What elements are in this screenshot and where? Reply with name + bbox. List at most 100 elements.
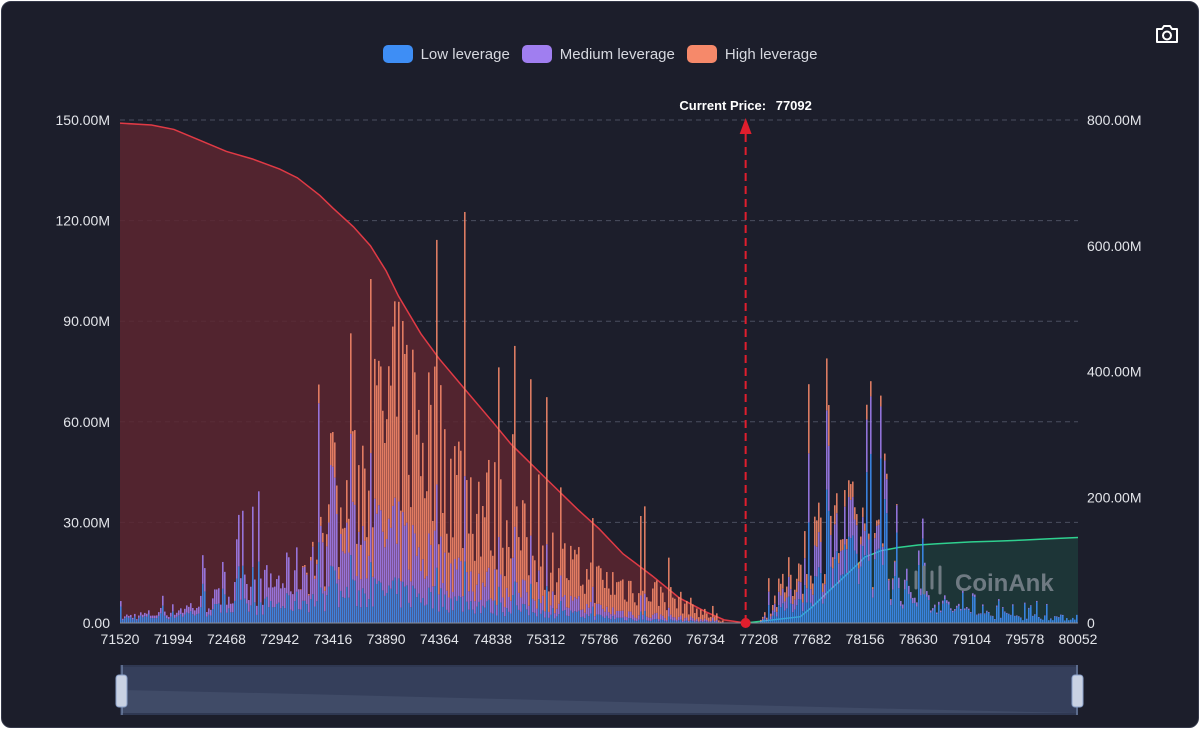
bar-high bbox=[628, 580, 630, 612]
bar-medium bbox=[778, 591, 780, 606]
bar-medium bbox=[696, 619, 698, 622]
bar-medium bbox=[920, 588, 922, 596]
bar-medium bbox=[664, 618, 666, 621]
legend-item-low[interactable]: Low leverage bbox=[382, 45, 510, 63]
bar-medium bbox=[828, 445, 830, 511]
bar-low bbox=[426, 604, 428, 623]
bar-low bbox=[940, 612, 942, 623]
bar-low bbox=[970, 613, 972, 623]
bar-medium bbox=[764, 615, 766, 619]
zoom-slider[interactable] bbox=[115, 665, 1084, 715]
save-image-button[interactable] bbox=[1154, 22, 1180, 46]
bar-low bbox=[316, 601, 318, 623]
bar-high bbox=[510, 558, 512, 601]
zoom-handle-left[interactable] bbox=[115, 665, 128, 715]
bar-high bbox=[720, 621, 722, 623]
bar-medium bbox=[464, 476, 466, 562]
x-tick-label: 79578 bbox=[1005, 631, 1044, 647]
bar-high bbox=[866, 404, 868, 420]
legend-item-high[interactable]: High leverage bbox=[686, 45, 817, 63]
bar-medium bbox=[1046, 603, 1048, 605]
bar-low bbox=[772, 615, 774, 623]
bar-medium bbox=[468, 591, 470, 610]
bar-high bbox=[612, 572, 614, 608]
bar-low bbox=[844, 544, 846, 623]
bar-high bbox=[792, 595, 794, 605]
bar-low bbox=[964, 609, 966, 623]
bar-high bbox=[492, 555, 494, 601]
bar-low bbox=[618, 617, 620, 623]
bar-low bbox=[676, 621, 678, 623]
bar-low bbox=[932, 610, 934, 623]
bar-medium bbox=[374, 498, 376, 579]
bar-high bbox=[670, 587, 672, 615]
legend-item-medium[interactable]: Medium leverage bbox=[521, 45, 675, 63]
bar-low bbox=[900, 605, 902, 623]
bar-high bbox=[350, 333, 352, 434]
bar-high bbox=[530, 379, 532, 536]
bar-low bbox=[770, 619, 772, 623]
bar-low bbox=[822, 603, 824, 623]
bar-high bbox=[426, 491, 428, 577]
bar-low bbox=[1074, 619, 1076, 623]
bar-low bbox=[394, 577, 396, 623]
zoom-handle-right[interactable] bbox=[1071, 665, 1084, 715]
bar-low bbox=[354, 580, 356, 623]
bar-medium bbox=[834, 524, 836, 560]
bar-medium bbox=[128, 615, 130, 618]
bar-medium bbox=[604, 611, 606, 619]
bar-low bbox=[760, 621, 762, 623]
bar-low bbox=[198, 613, 200, 623]
bar-low bbox=[1046, 604, 1048, 623]
bar-medium bbox=[364, 540, 366, 594]
bar-medium bbox=[198, 606, 200, 614]
bar-high bbox=[336, 485, 338, 514]
current-price-value: 77092 bbox=[776, 98, 812, 113]
bar-low bbox=[908, 593, 910, 623]
bar-high bbox=[552, 532, 554, 592]
bar-low bbox=[706, 621, 708, 623]
bar-high bbox=[870, 381, 872, 397]
bar-low bbox=[196, 614, 198, 623]
bar-low bbox=[824, 598, 826, 623]
bar-low bbox=[920, 595, 922, 623]
bar-high bbox=[806, 574, 808, 589]
bar-high bbox=[820, 517, 822, 543]
bar-high bbox=[436, 239, 438, 485]
bar-medium bbox=[874, 538, 876, 560]
bar-high bbox=[638, 593, 640, 616]
bar-high bbox=[356, 543, 358, 577]
bar-medium bbox=[560, 575, 562, 601]
bar-low bbox=[928, 600, 930, 623]
bar-medium bbox=[226, 604, 228, 613]
bar-low bbox=[376, 583, 378, 623]
bar-high bbox=[394, 301, 396, 498]
bar-medium bbox=[932, 608, 934, 611]
bar-high bbox=[622, 579, 624, 611]
bar-low bbox=[694, 621, 696, 623]
bar-low bbox=[1002, 608, 1004, 623]
bar-high bbox=[860, 536, 862, 545]
bar-medium bbox=[538, 570, 540, 600]
zoom-slider-window[interactable] bbox=[122, 667, 1076, 713]
current-price-dot bbox=[740, 618, 751, 628]
y-left-tick-label: 60.00M bbox=[63, 414, 110, 430]
bar-low bbox=[1012, 605, 1014, 623]
bar-low bbox=[704, 621, 706, 623]
bar-medium bbox=[800, 582, 802, 600]
bar-medium bbox=[884, 460, 886, 500]
bar-low bbox=[946, 603, 948, 623]
bar-low bbox=[314, 606, 316, 623]
bar-low bbox=[318, 542, 320, 623]
cumulative-layer bbox=[119, 122, 1079, 624]
bar-medium bbox=[196, 607, 198, 615]
x-tick-label: 80052 bbox=[1059, 631, 1098, 647]
bar-high bbox=[786, 586, 788, 598]
bar-high bbox=[500, 479, 502, 575]
bar-low bbox=[1064, 620, 1066, 623]
bar-medium bbox=[582, 609, 584, 617]
bar-medium bbox=[1044, 615, 1046, 617]
bar-medium bbox=[274, 586, 276, 608]
bar-medium bbox=[184, 608, 186, 615]
bar-low bbox=[828, 510, 830, 623]
